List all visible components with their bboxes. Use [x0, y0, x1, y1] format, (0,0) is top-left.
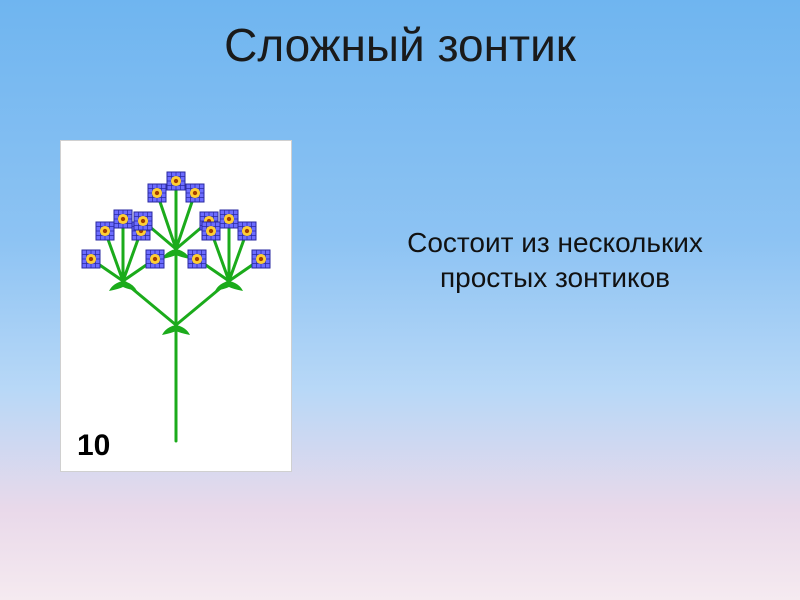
content-area: 10 Состоит из нескольких простых зонтико…	[0, 130, 800, 560]
flower-icon	[148, 184, 166, 202]
flower-icon	[114, 210, 132, 228]
flower-icon	[252, 250, 270, 268]
compound-umbel-diagram	[61, 141, 291, 471]
caption-line-1: Состоит из нескольких	[407, 227, 703, 258]
flower-icon	[202, 222, 220, 240]
flower-icon	[167, 172, 185, 190]
page-title: Сложный зонтик	[0, 0, 800, 72]
caption-line-2: простых зонтиков	[440, 262, 670, 293]
figure-number: 10	[77, 429, 110, 463]
flower-icon	[96, 222, 114, 240]
flower-icon	[82, 250, 100, 268]
caption: Состоит из нескольких простых зонтиков	[340, 225, 770, 295]
diagram-figure: 10	[60, 140, 292, 472]
flower-icon	[186, 184, 204, 202]
flower-icon	[188, 250, 206, 268]
slide: Сложный зонтик 10 Состоит из нескольких …	[0, 0, 800, 600]
flower-icon	[220, 210, 238, 228]
flower-icon	[146, 250, 164, 268]
flower-icon	[134, 212, 152, 230]
flower-icon	[238, 222, 256, 240]
